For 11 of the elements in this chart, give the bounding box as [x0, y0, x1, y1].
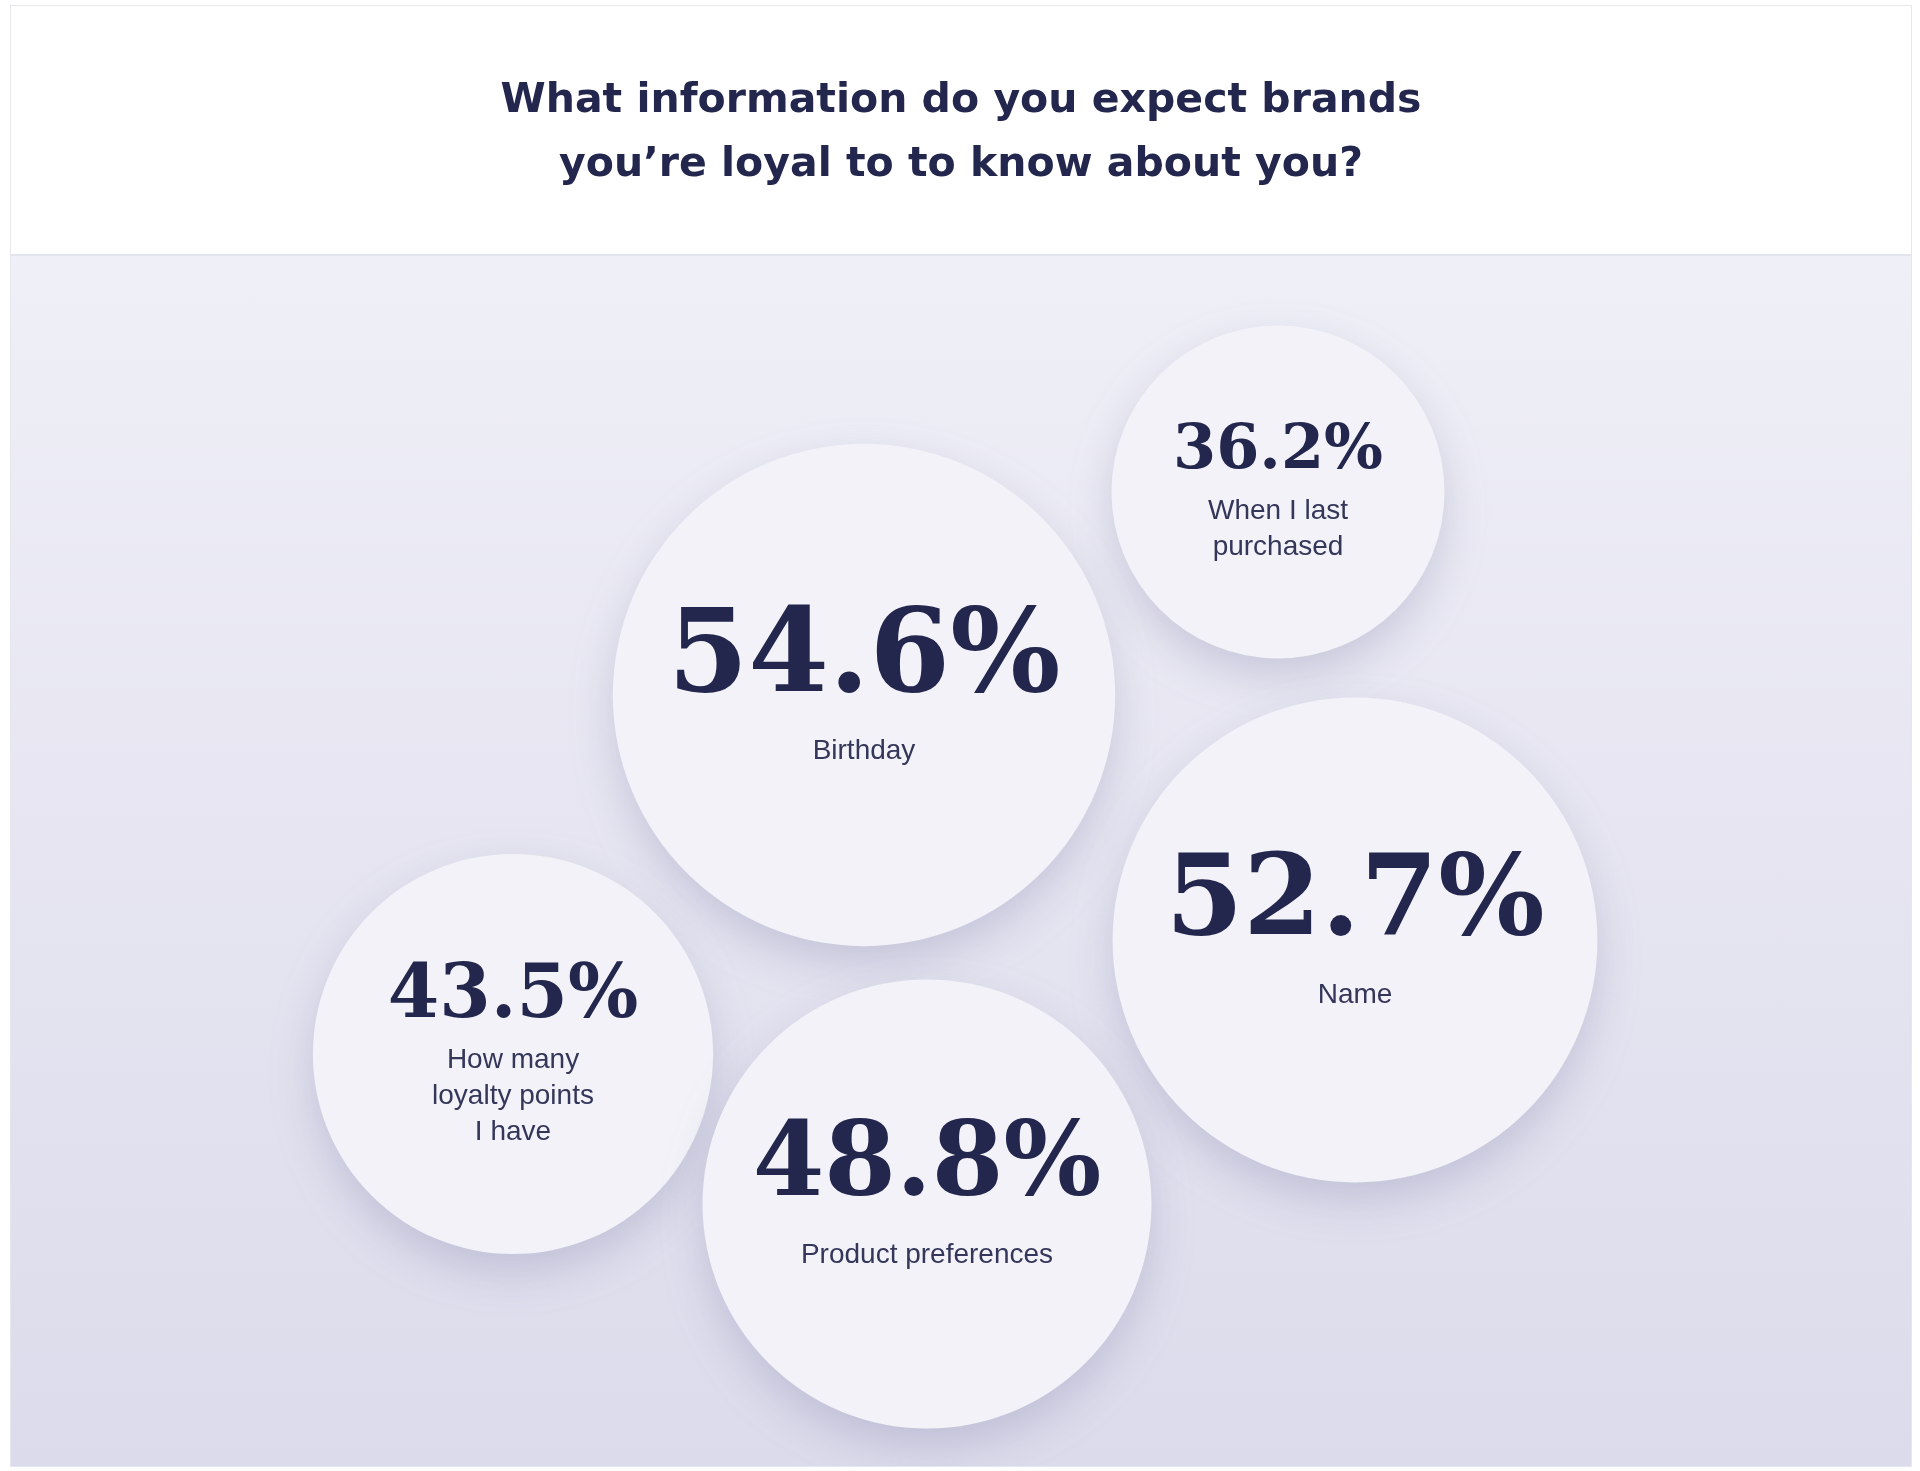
- data-label: 43.5%: [387, 947, 639, 1034]
- data-label: 52.7%: [1165, 829, 1545, 960]
- data-label: 36.2%: [1173, 410, 1383, 484]
- category-label: How many loyalty points I have: [432, 1042, 594, 1146]
- category-label: Birthday: [812, 734, 916, 766]
- text: What information do you expect brands you’re loyal to to know about you?: [499, 73, 1423, 188]
- data-label: 54.6%: [667, 581, 1061, 718]
- category-label: Name: [1317, 977, 1393, 1009]
- category-label: Product preferences: [800, 1238, 1054, 1270]
- category-label: When I last purchased: [1207, 494, 1349, 562]
- data-label: 48.8%: [752, 1097, 1102, 1219]
